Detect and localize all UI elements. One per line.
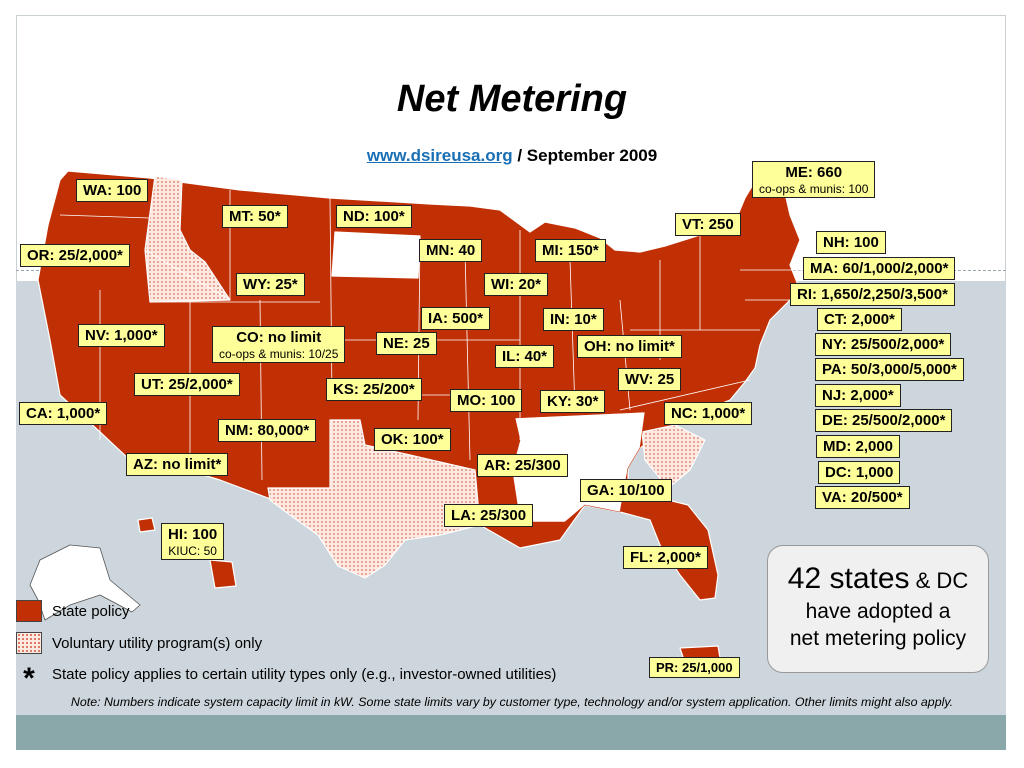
- label-hi: HI: 100 KIUC: 50: [161, 523, 225, 560]
- summary-callout: 42 states & DC have adopted a net meteri…: [767, 545, 989, 673]
- label-me-main: ME: 660: [785, 164, 843, 181]
- label-wy: WY: 25*: [236, 273, 305, 296]
- subtitle-date: / September 2009: [512, 146, 658, 165]
- label-md: MD: 2,000: [816, 435, 901, 458]
- label-pa: PA: 50/3,000/5,000*: [815, 358, 964, 381]
- legend-voluntary-label: Voluntary utility program(s) only: [52, 634, 263, 652]
- label-az: AZ: no limit*: [126, 453, 229, 476]
- label-ar: AR: 25/300: [477, 454, 568, 477]
- legend-swatch-voluntary: [16, 632, 42, 654]
- label-nv: NV: 1,000*: [78, 324, 165, 347]
- label-ks: KS: 25/200*: [326, 378, 422, 401]
- callout-dc: & DC: [909, 568, 969, 593]
- legend-voluntary: Voluntary utility program(s) only: [16, 632, 262, 654]
- legend-asterisk-label: State policy applies to certain utility …: [52, 665, 557, 683]
- legend-asterisk: * State policy applies to certain utilit…: [16, 660, 557, 695]
- legend-swatch-policy: [16, 600, 42, 622]
- label-ok: OK: 100*: [374, 428, 451, 451]
- asterisk-symbol: *: [23, 662, 35, 695]
- label-ky: KY: 30*: [540, 390, 606, 413]
- callout-states: 42 states: [787, 562, 910, 595]
- label-hi-sub: KIUC: 50: [168, 544, 217, 558]
- label-wa: WA: 100: [76, 179, 149, 202]
- label-co-main: CO: no limit: [236, 329, 322, 346]
- label-hi-main: HI: 100: [168, 526, 218, 543]
- label-mn: MN: 40: [419, 239, 483, 262]
- label-ne: NE: 25: [376, 332, 437, 355]
- callout-headline: 42 states & DC: [768, 562, 988, 598]
- label-me: ME: 660 co-ops & munis: 100: [752, 161, 876, 198]
- label-ri: RI: 1,650/2,250/3,500*: [790, 283, 955, 306]
- label-nd: ND: 100*: [336, 205, 412, 228]
- label-in: IN: 10*: [543, 308, 604, 331]
- label-nh: NH: 100: [816, 231, 886, 254]
- label-pr: PR: 25/1,000: [649, 657, 740, 678]
- label-mi: MI: 150*: [535, 239, 606, 262]
- alaska-shape: [29, 544, 141, 621]
- label-mo: MO: 100: [450, 389, 523, 412]
- page-title: Net Metering: [396, 78, 628, 120]
- idaho-voluntary-shape: [144, 175, 231, 303]
- label-nc: NC: 1,000*: [664, 402, 753, 425]
- legend-state-policy: State policy: [16, 600, 130, 622]
- label-ca: CA: 1,000*: [19, 402, 108, 425]
- label-de: DE: 25/500/2,000*: [815, 409, 953, 432]
- footer-bar: [16, 715, 1006, 750]
- label-co-sub: co-ops & munis: 10/25: [219, 347, 339, 361]
- south-dakota-shape: [331, 231, 421, 279]
- label-dc: DC: 1,000: [818, 461, 901, 484]
- label-mt: MT: 50*: [222, 205, 288, 228]
- footnote: Note: Numbers indicate system capacity l…: [70, 695, 954, 709]
- label-oh: OH: no limit*: [577, 335, 682, 358]
- label-wi: WI: 20*: [484, 273, 549, 296]
- label-nj: NJ: 2,000*: [815, 384, 901, 407]
- label-ut: UT: 25/2,000*: [134, 373, 240, 396]
- label-vt: VT: 250: [675, 213, 741, 236]
- label-va: VA: 20/500*: [815, 486, 910, 509]
- page-subtitle: www.dsireusa.org / September 2009: [0, 146, 1024, 166]
- label-ma: MA: 60/1,000/2,000*: [803, 257, 956, 280]
- label-nm: NM: 80,000*: [218, 419, 317, 442]
- callout-line-2: have adopted a: [805, 600, 951, 623]
- legend-state-policy-label: State policy: [52, 602, 130, 620]
- label-ct: CT: 2,000*: [817, 308, 902, 331]
- south-carolina-voluntary-shape: [641, 424, 706, 489]
- label-or: OR: 25/2,000*: [20, 244, 130, 267]
- label-wv: WV: 25: [618, 368, 682, 391]
- label-fl: FL: 2,000*: [623, 546, 708, 569]
- callout-line-3: net metering policy: [789, 627, 967, 650]
- label-ia: IA: 500*: [421, 307, 491, 330]
- label-co: CO: no limit co-ops & munis: 10/25: [212, 326, 346, 363]
- label-ny: NY: 25/500/2,000*: [815, 333, 952, 356]
- texas-voluntary-shape: [267, 419, 481, 579]
- label-la: LA: 25/300: [444, 504, 534, 527]
- source-link[interactable]: www.dsireusa.org: [366, 146, 513, 165]
- label-il: IL: 40*: [495, 345, 555, 368]
- label-ga: GA: 10/100: [580, 479, 672, 502]
- label-me-sub: co-ops & munis: 100: [759, 182, 869, 196]
